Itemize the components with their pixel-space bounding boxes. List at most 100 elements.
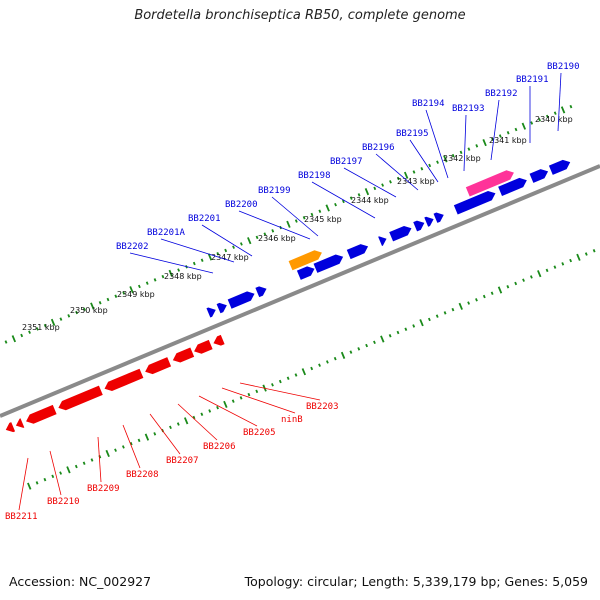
kbp-label: 2350 kbp xyxy=(70,306,108,315)
minor-tick xyxy=(412,170,416,174)
major-tick xyxy=(27,482,32,490)
reverse-gene-label: BB2208 xyxy=(126,470,159,480)
minor-tick xyxy=(506,131,510,135)
minor-tick xyxy=(129,441,133,446)
minor-tick xyxy=(396,176,400,181)
minor-tick xyxy=(334,202,337,207)
forward-gene-arrow xyxy=(296,266,315,280)
major-tick xyxy=(286,220,291,228)
reverse-gene-leader xyxy=(97,436,102,483)
forward-gene-leader xyxy=(201,224,253,257)
forward-gene-label: BB2193 xyxy=(452,104,485,114)
reverse-gene-arrow xyxy=(5,422,16,433)
minor-tick xyxy=(161,274,165,279)
forward-gene-arrow xyxy=(206,307,216,318)
minor-tick xyxy=(545,268,549,273)
minor-tick xyxy=(341,199,345,204)
minor-tick xyxy=(224,248,228,253)
major-tick xyxy=(364,188,370,196)
minor-tick xyxy=(200,412,204,416)
minor-tick xyxy=(247,392,251,397)
major-tick xyxy=(443,155,448,163)
minor-tick xyxy=(239,242,243,246)
major-tick xyxy=(11,335,17,343)
minor-tick xyxy=(82,461,86,465)
forward-gene-label: BB2191 xyxy=(516,75,549,85)
map-title: Bordetella bronchiseptica RB50, complete… xyxy=(134,8,466,23)
major-tick xyxy=(223,400,228,408)
minor-tick xyxy=(67,314,71,318)
misc-feature-pink xyxy=(465,170,514,197)
forward-gene-leader xyxy=(490,99,500,161)
reverse-gene-leader xyxy=(149,413,181,455)
major-tick xyxy=(521,122,527,130)
forward-gene-leader xyxy=(375,153,419,191)
minor-tick xyxy=(122,291,126,295)
minor-tick xyxy=(83,307,86,312)
forward-gene-leader xyxy=(463,114,467,172)
minor-tick xyxy=(310,212,314,217)
reverse-gene-leader xyxy=(239,382,321,401)
minor-tick xyxy=(365,343,369,348)
major-tick xyxy=(183,417,189,425)
minor-tick xyxy=(490,291,494,295)
major-tick xyxy=(576,253,581,261)
major-tick xyxy=(168,269,173,277)
minor-tick xyxy=(373,340,376,345)
minor-tick xyxy=(59,317,63,321)
minor-tick xyxy=(491,137,494,142)
minor-tick xyxy=(318,209,322,213)
minor-tick xyxy=(498,134,502,138)
minor-tick xyxy=(451,153,455,158)
kbp-label: 2343 kbp xyxy=(397,177,435,186)
minor-tick xyxy=(569,104,573,109)
minor-tick xyxy=(436,160,439,164)
forward-gene-leader xyxy=(557,72,562,132)
minor-tick xyxy=(286,376,290,380)
forward-gene-arrow xyxy=(424,216,434,227)
minor-tick xyxy=(35,481,39,485)
minor-tick xyxy=(43,477,47,482)
minor-tick xyxy=(388,334,392,338)
major-tick xyxy=(50,318,56,326)
forward-gene-arrow xyxy=(313,254,344,273)
kbp-label: 2340 kbp xyxy=(535,115,573,124)
forward-gene-leader xyxy=(238,210,311,240)
forward-gene-leader xyxy=(343,167,397,198)
major-tick xyxy=(301,368,307,376)
kbp-label: 2345 kbp xyxy=(304,215,342,224)
minor-tick xyxy=(176,422,180,426)
major-tick xyxy=(340,351,346,359)
major-tick xyxy=(380,335,385,343)
forward-gene-label: BB2190 xyxy=(547,62,580,72)
minor-tick xyxy=(482,294,486,299)
kbp-label: 2342 kbp xyxy=(443,154,481,163)
minor-tick xyxy=(271,229,275,233)
upper-tick-rail xyxy=(4,104,573,344)
minor-tick xyxy=(302,216,306,220)
minor-tick xyxy=(43,323,47,328)
minor-tick xyxy=(231,399,235,403)
lower-tick-rail xyxy=(27,249,596,490)
minor-tick xyxy=(121,445,125,449)
minor-tick xyxy=(114,294,118,298)
reverse-gene-leader xyxy=(177,403,218,441)
forward-gene-arrow xyxy=(413,220,425,232)
misc-feature-orange xyxy=(288,250,322,271)
reverse-gene-leader xyxy=(122,424,141,469)
reverse-gene-leader xyxy=(221,387,296,414)
forward-gene-leader xyxy=(409,139,439,183)
reverse-gene-arrow xyxy=(194,339,213,354)
minor-tick xyxy=(208,409,212,413)
minor-tick xyxy=(506,285,510,289)
minor-tick xyxy=(522,278,525,282)
minor-tick xyxy=(404,327,408,331)
major-tick xyxy=(497,286,503,294)
minor-tick xyxy=(569,258,573,263)
major-tick xyxy=(560,106,566,114)
minor-tick xyxy=(427,317,431,322)
minor-tick xyxy=(271,383,274,387)
minor-tick xyxy=(451,307,455,312)
minor-tick xyxy=(153,432,157,436)
